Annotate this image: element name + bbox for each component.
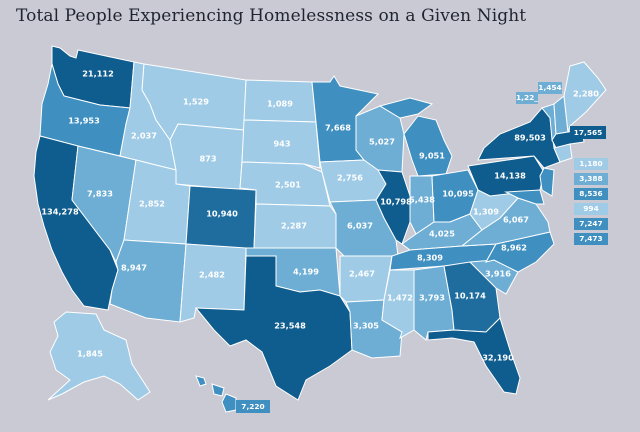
label-in: 5,438	[409, 195, 435, 205]
state-ct-ri[interactable]	[553, 143, 573, 163]
ne-box-group: 1,22_ 1,454 17,565 7,220	[236, 82, 606, 413]
side-box-3[interactable]	[574, 188, 608, 200]
ma-box[interactable]	[570, 126, 606, 139]
label-hi: 7,220	[241, 402, 264, 411]
label-vt: 1,22_	[516, 93, 538, 102]
state-az[interactable]	[109, 239, 187, 323]
state-labels: 21,112 13,953 134,278 7,833 2,037 1,529 …	[41, 69, 599, 363]
state-hi-2[interactable]	[211, 383, 225, 397]
side-box-5-label: 7,247	[579, 219, 602, 228]
side-box-4[interactable]	[574, 203, 608, 215]
label-wi: 5,027	[369, 137, 395, 147]
side-box-1-label: 1,180	[579, 159, 602, 168]
map-title: Total People Experiencing Homelessness o…	[16, 6, 527, 26]
label-ma: 17,565	[574, 128, 603, 137]
label-mi: 9,051	[419, 151, 445, 161]
state-ak[interactable]	[47, 311, 151, 401]
label-ga: 10,174	[454, 291, 486, 301]
label-wa: 21,112	[82, 69, 114, 79]
side-box-5[interactable]	[574, 218, 608, 230]
label-sc: 3,916	[485, 269, 511, 279]
label-mn: 7,668	[325, 123, 351, 133]
side-box-6[interactable]	[574, 233, 608, 245]
label-pa: 14,138	[494, 171, 526, 181]
nh-box[interactable]	[538, 82, 562, 94]
label-ut: 2,852	[139, 199, 165, 209]
state-md[interactable]	[504, 189, 545, 205]
state-il[interactable]	[375, 169, 411, 245]
label-va: 6,067	[503, 215, 529, 225]
side-box-4-label: 994	[583, 204, 598, 213]
side-box-1[interactable]	[574, 158, 608, 170]
state-hi-3[interactable]	[221, 393, 237, 413]
label-ny: 89,503	[514, 133, 546, 143]
label-ak: 1,845	[77, 349, 103, 359]
label-ia: 2,756	[337, 173, 363, 183]
label-nc: 8,962	[501, 243, 527, 253]
label-id: 2,037	[131, 131, 157, 141]
label-la: 3,305	[353, 321, 379, 331]
label-or: 13,953	[68, 116, 100, 126]
label-ar: 2,467	[349, 269, 375, 279]
label-wy: 873	[199, 154, 216, 164]
label-ok: 4,199	[293, 267, 319, 277]
state-ar[interactable]	[339, 255, 393, 303]
state-sd[interactable]	[241, 119, 321, 169]
label-nm: 2,482	[199, 270, 225, 280]
state-hi[interactable]	[195, 375, 207, 387]
side-box-2-label: 3,388	[579, 174, 602, 183]
label-ca: 134,278	[41, 207, 79, 217]
label-me: 2,280	[573, 89, 599, 99]
label-nd: 1,089	[267, 99, 293, 109]
label-ne: 2,501	[275, 180, 301, 190]
label-ms: 1,472	[387, 293, 413, 303]
state-fl[interactable]	[427, 317, 521, 395]
state-tx[interactable]	[194, 255, 353, 401]
state-me[interactable]	[563, 61, 607, 133]
vt-box[interactable]	[516, 92, 538, 104]
label-mo: 6,037	[347, 221, 373, 231]
label-ky: 4,025	[429, 229, 455, 239]
label-oh: 10,095	[442, 189, 474, 199]
side-box-3-label: 8,536	[579, 189, 602, 198]
label-mt: 1,529	[183, 97, 209, 107]
label-sd: 943	[273, 139, 290, 149]
hi-box[interactable]	[236, 400, 270, 413]
label-al: 3,793	[419, 293, 445, 303]
state-mi-upper[interactable]	[378, 97, 434, 119]
label-tx: 23,548	[274, 321, 306, 331]
label-az: 8,947	[121, 263, 147, 273]
label-nv: 7,833	[87, 189, 113, 199]
label-fl: 32,190	[482, 353, 514, 363]
side-box-6-label: 7,473	[579, 234, 602, 243]
state-nj[interactable]	[539, 167, 555, 197]
label-co: 10,940	[206, 209, 238, 219]
label-ks: 2,287	[281, 221, 307, 231]
state-mi[interactable]	[403, 115, 453, 177]
label-nh: 1,454	[538, 83, 561, 92]
side-box-2[interactable]	[574, 173, 608, 185]
label-wv: 1,309	[473, 207, 499, 217]
label-il: 10,798	[380, 197, 412, 207]
side-box-group: 1,180 3,388 8,536 994 7,247 7,473	[574, 158, 608, 245]
label-tn: 8,309	[417, 253, 443, 263]
